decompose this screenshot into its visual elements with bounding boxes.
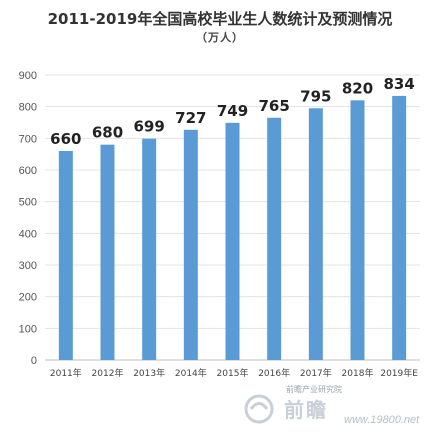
- x-tick-label: 2019年E: [380, 367, 418, 379]
- chart-title: 2011-2019年全国高校毕业生人数统计及预测情况: [47, 10, 393, 28]
- x-tick-label: 2017年: [300, 367, 332, 379]
- bar: [225, 122, 240, 360]
- bar: [308, 108, 323, 360]
- data-label: 765: [259, 97, 290, 115]
- swirl-logo-icon: [244, 394, 274, 424]
- x-tick-label: 2014年: [175, 367, 207, 379]
- y-tick-label: 500: [19, 197, 37, 209]
- watermark: 前瞻产业研究院 前瞻 www.19800.net: [236, 378, 436, 430]
- x-tick-label: 2015年: [217, 367, 249, 379]
- bar: [392, 95, 407, 361]
- y-tick-label: 600: [19, 165, 37, 177]
- x-tick-label: 2012年: [92, 367, 124, 379]
- x-tick-label: 2013年: [133, 367, 165, 379]
- y-tick-label: 0: [31, 355, 37, 367]
- y-axis: 0 100 200 300 400 500 600 700 800 900: [19, 70, 37, 367]
- data-label: 727: [175, 109, 206, 127]
- y-tick-label: 300: [19, 260, 37, 272]
- data-label: 680: [92, 124, 123, 142]
- x-tick-label: 2016年: [258, 367, 290, 379]
- x-axis: 2011年 2012年 2013年 2014年 2015年 2016年 2017年 2018年…: [50, 367, 418, 379]
- bar: [58, 151, 73, 360]
- y-tick-label: 700: [19, 133, 37, 145]
- x-tick-label: 2018年: [342, 367, 374, 379]
- y-tick-label: 400: [19, 228, 37, 240]
- bar-series: [58, 95, 407, 361]
- watermark-logo: 前瞻: [284, 398, 328, 422]
- data-label: 749: [217, 102, 248, 120]
- y-tick-label: 100: [19, 323, 37, 335]
- y-tick-label: 900: [19, 70, 37, 82]
- y-tick-label: 800: [19, 102, 37, 114]
- data-label: 795: [300, 87, 331, 105]
- data-label: 660: [50, 130, 81, 148]
- x-tick-label: 2011年: [50, 367, 82, 379]
- bar: [350, 100, 365, 360]
- y-tick-label: 200: [19, 292, 37, 304]
- bar: [100, 144, 115, 360]
- bar: [183, 129, 198, 360]
- data-label: 699: [134, 118, 165, 136]
- watermark-credit: 前瞻产业研究院: [286, 385, 342, 394]
- data-labels: 660 680 699 727 749 765 795 820 834: [50, 75, 415, 148]
- watermark-site: www.19800.net: [344, 414, 420, 426]
- bar: [267, 117, 282, 360]
- chart-subtitle: （万人）: [196, 31, 244, 44]
- bar: [142, 138, 157, 360]
- data-label: 820: [342, 79, 373, 97]
- data-label: 834: [384, 75, 415, 93]
